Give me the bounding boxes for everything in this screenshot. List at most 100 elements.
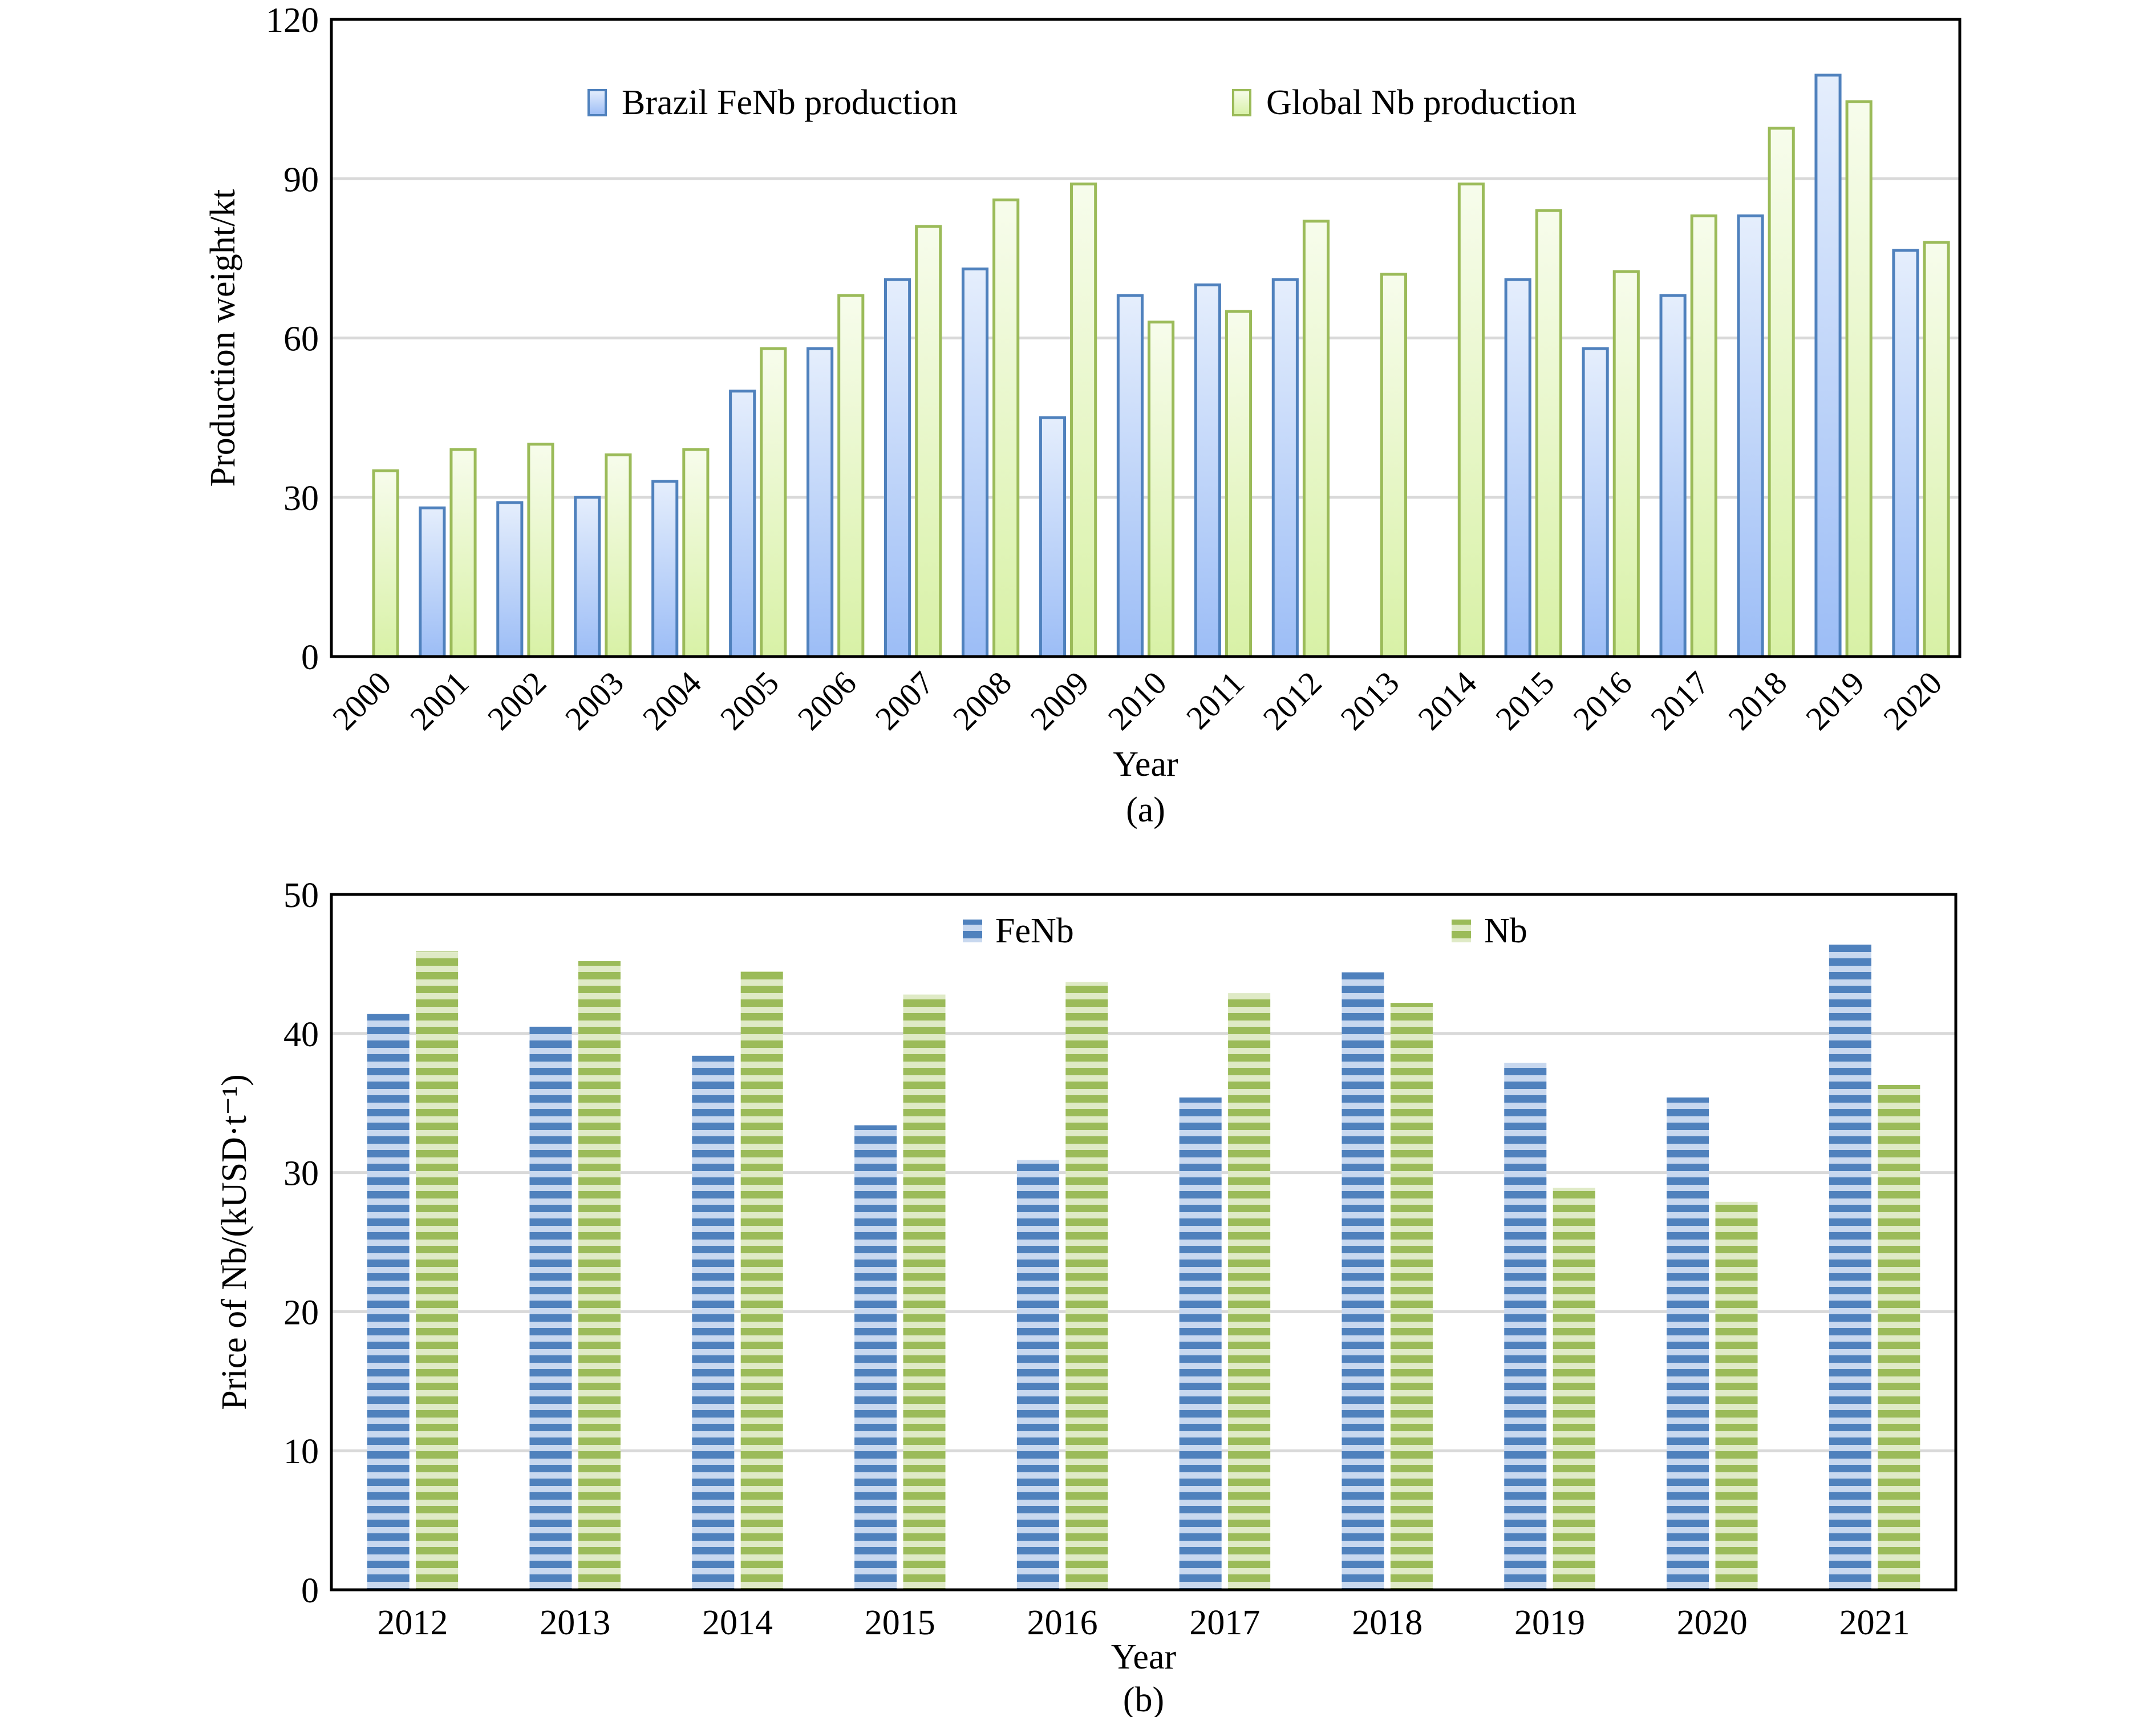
chart-b-panel-label: (b) (1123, 1680, 1164, 1717)
chart-a-gridlines (331, 177, 1960, 499)
x-tick-label: 2002 (480, 664, 553, 737)
y-tick-label: 20 (283, 1293, 319, 1332)
bar-fenb-2015 (854, 1125, 897, 1590)
x-tick-label: 2017 (1189, 1603, 1260, 1642)
bar-fenb-2014 (692, 1055, 735, 1590)
bar-nb-2015 (903, 994, 946, 1590)
bar-fenb-2012 (367, 1014, 410, 1590)
x-tick-label: 2016 (1027, 1603, 1098, 1642)
chart-a-legend: Brazil FeNb production Global Nb product… (587, 83, 1577, 122)
bar-global-nb-2003 (605, 453, 632, 658)
chart-b-plot-frame (330, 893, 1958, 1592)
chart-b: 0 10 20 30 40 50 2012 2013 2014 2015 2016 2017 2018… (215, 876, 1958, 1717)
chart-b-legend: FeNb Nb (963, 912, 1527, 950)
x-tick-label: 2018 (1352, 1603, 1423, 1642)
x-tick-label: 2008 (946, 664, 1019, 737)
y-tick-label: 40 (283, 1015, 319, 1054)
bar-global-nb-2016 (1612, 270, 1640, 658)
chart-b-x-axis-label: Year (1111, 1638, 1177, 1676)
x-tick-label: 2017 (1643, 664, 1716, 737)
y-tick-label: 90 (283, 160, 319, 199)
chart-b-gridlines (331, 1032, 1956, 1452)
legend-swatch-global-nb (1232, 89, 1251, 116)
bar-global-nb-2011 (1225, 310, 1253, 658)
y-tick-label: 30 (283, 479, 319, 518)
bar-brazil-fenb-2008 (961, 267, 989, 658)
x-tick-label: 2005 (713, 664, 786, 737)
x-tick-label: 2009 (1023, 664, 1096, 737)
bar-brazil-fenb-2005 (729, 390, 756, 658)
bar-global-nb-2010 (1148, 321, 1175, 658)
bar-global-nb-2005 (760, 347, 787, 658)
bar-global-nb-2004 (682, 448, 710, 658)
legend-label-brazil-fenb: Brazil FeNb production (622, 83, 958, 122)
bar-brazil-fenb-2004 (651, 480, 679, 658)
chart-a-y-axis-label: Production weight/kt (204, 189, 242, 487)
bar-brazil-fenb-2001 (419, 506, 446, 658)
bar-nb-2014 (740, 971, 783, 1590)
bar-global-nb-2002 (527, 443, 554, 658)
legend-label-nb: Nb (1484, 912, 1527, 950)
chart-a-panel-label: (a) (1126, 791, 1165, 829)
x-tick-label: 2016 (1566, 664, 1639, 737)
bar-nb-2017 (1228, 993, 1271, 1590)
x-tick-label: 2021 (1839, 1603, 1910, 1642)
bar-brazil-fenb-2020 (1892, 249, 1919, 658)
y-tick-label: 30 (283, 1155, 319, 1193)
bar-nb-2016 (1065, 982, 1108, 1590)
bar-global-nb-2017 (1690, 214, 1717, 658)
chart-a-plot-frame (330, 18, 1962, 658)
x-tick-label: 2012 (377, 1603, 448, 1642)
chart-b-y-tick-labels: 0 10 20 30 40 50 (283, 876, 319, 1610)
bar-nb-2020 (1715, 1201, 1758, 1590)
x-tick-label: 2013 (1334, 664, 1407, 737)
bar-fenb-2013 (529, 1026, 572, 1590)
bar-brazil-fenb-2003 (574, 496, 601, 658)
chart-a-y-tick-labels: 0 30 60 90 120 (266, 1, 319, 677)
bar-brazil-fenb-2019 (1814, 74, 1842, 658)
bar-global-nb-2009 (1070, 183, 1097, 658)
x-tick-label: 2000 (325, 664, 398, 737)
bar-brazil-fenb-2006 (807, 347, 834, 658)
bar-global-nb-2020 (1923, 241, 1950, 658)
bar-nb-2012 (416, 951, 459, 1590)
bar-brazil-fenb-2007 (884, 278, 911, 658)
bar-global-nb-2018 (1768, 127, 1795, 658)
bar-global-nb-2006 (837, 294, 865, 658)
bar-global-nb-2013 (1380, 273, 1408, 658)
x-tick-label: 2012 (1256, 664, 1329, 737)
bar-global-nb-2001 (449, 448, 477, 658)
x-tick-label: 2013 (540, 1603, 610, 1642)
bar-global-nb-2007 (915, 225, 942, 658)
x-tick-label: 2010 (1101, 664, 1174, 737)
chart-a-x-tick-labels: 2000 2001 2002 2003 2004 2005 2006 2007 2008 2009… (325, 664, 1949, 737)
bar-brazil-fenb-2011 (1194, 283, 1221, 658)
bar-brazil-fenb-2010 (1116, 294, 1144, 658)
chart-b-bars (367, 944, 1920, 1590)
y-tick-label: 0 (301, 1572, 319, 1610)
bar-global-nb-2012 (1302, 220, 1330, 658)
bar-fenb-2017 (1179, 1097, 1222, 1590)
bar-global-nb-2014 (1457, 183, 1485, 658)
x-tick-label: 2014 (1411, 664, 1484, 737)
x-tick-label: 2015 (1488, 664, 1561, 737)
chart-a-bars (372, 74, 1950, 658)
bar-brazil-fenb-2002 (496, 501, 524, 658)
chart-b-y-axis-label: Price of Nb/(kUSD·t⁻¹) (215, 1074, 254, 1410)
x-tick-label: 2020 (1876, 664, 1949, 737)
bar-brazil-fenb-2018 (1737, 214, 1764, 658)
bar-global-nb-2015 (1535, 209, 1562, 658)
bar-brazil-fenb-2017 (1659, 294, 1687, 658)
chart-b-x-tick-labels: 2012 2013 2014 2015 2016 2017 2018 2019 2020 2021 (377, 1603, 1910, 1642)
bar-fenb-2021 (1829, 944, 1871, 1590)
bar-nb-2019 (1553, 1188, 1595, 1590)
bar-brazil-fenb-2016 (1582, 347, 1609, 658)
x-tick-label: 2014 (702, 1603, 773, 1642)
legend-label-fenb: FeNb (995, 912, 1074, 950)
bar-brazil-fenb-2009 (1039, 416, 1067, 658)
legend-label-global-nb: Global Nb production (1266, 83, 1577, 122)
x-tick-label: 2001 (403, 664, 476, 737)
x-tick-label: 2007 (868, 664, 941, 737)
bar-fenb-2018 (1342, 972, 1384, 1590)
